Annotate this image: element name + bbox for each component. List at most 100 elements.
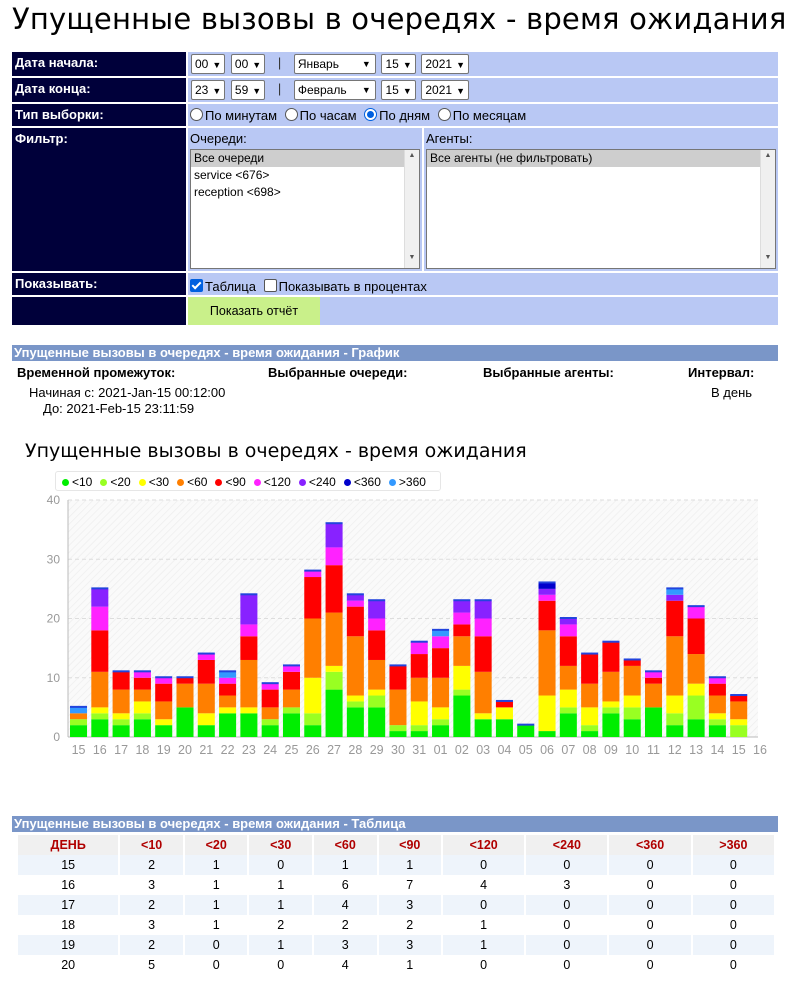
legend-label: <20: [110, 475, 131, 489]
bar-segment: [559, 713, 577, 737]
chevron-down-icon: ▼: [361, 59, 371, 69]
end-minute-select[interactable]: 59 ▼: [230, 80, 266, 100]
bar-segment: [368, 707, 386, 737]
bar-segment: [495, 707, 513, 720]
column-header[interactable]: <30: [249, 835, 312, 855]
x-tick-label: 05: [519, 743, 533, 757]
bar-segment: [91, 719, 109, 737]
column-header[interactable]: <10: [120, 835, 183, 855]
checkbox[interactable]: [263, 279, 277, 292]
end-year-select[interactable]: 2021 ▼: [421, 80, 469, 100]
queues-listbox[interactable]: Все очереди service <676> reception <698…: [190, 149, 420, 269]
column-header[interactable]: <120: [443, 835, 525, 855]
submit-cell: Показать отчёт: [186, 296, 778, 325]
start-month-select[interactable]: Январь ▼: [293, 54, 376, 74]
start-hour-select[interactable]: 00 ▼: [191, 54, 226, 74]
legend-item[interactable]: <90: [215, 472, 246, 492]
radio-button[interactable]: [437, 108, 451, 122]
bar-segment: [538, 630, 556, 696]
table-cell: 0: [563, 958, 571, 972]
legend-swatch: [215, 479, 223, 486]
scroll-down-icon[interactable]: ▼: [764, 254, 772, 261]
column-header[interactable]: <90: [378, 835, 442, 855]
table-cell: 1: [313, 855, 377, 875]
chevron-down-icon: ▼: [361, 85, 371, 95]
column-header[interactable]: >360: [692, 835, 774, 855]
radio-button[interactable]: [364, 108, 378, 122]
column-header[interactable]: <60: [313, 835, 377, 855]
table-cell: 4: [480, 878, 488, 892]
show-table-checkbox[interactable]: Таблица: [190, 279, 256, 294]
scrollbar[interactable]: ▲ ▼: [760, 150, 775, 268]
list-item[interactable]: service <676>: [194, 168, 270, 182]
x-tick-label: 31: [412, 743, 426, 757]
bar-segment: [559, 624, 577, 637]
radio-button[interactable]: [190, 108, 203, 122]
period-label: Временной промежуток:: [17, 365, 176, 380]
radio-by-minutes[interactable]: По минутам: [190, 108, 277, 123]
column-header[interactable]: <240: [526, 835, 608, 855]
show-percent-checkbox[interactable]: Показывать в процентах: [263, 279, 427, 294]
bar-segment: [219, 683, 237, 696]
bar-segment: [687, 719, 705, 737]
end-month-select[interactable]: Февраль ▼: [293, 80, 376, 100]
sampling-type-label: Тип выборки:: [12, 103, 187, 128]
table-cell: 1: [277, 878, 285, 892]
start-day-select[interactable]: 15 ▼: [381, 54, 416, 74]
radio-by-months[interactable]: По месяцам: [437, 108, 526, 123]
table-cell: 3: [378, 935, 442, 955]
legend-item[interactable]: >360: [388, 472, 426, 492]
radio-by-hours[interactable]: По часам: [284, 108, 357, 123]
bar-segment: [304, 577, 322, 619]
bar-cap: [581, 652, 599, 655]
end-hour-select[interactable]: 23 ▼: [191, 80, 226, 100]
bar-segment: [346, 695, 364, 702]
bar-cap: [346, 593, 364, 596]
bar-segment: [432, 636, 450, 649]
column-header[interactable]: <360: [609, 835, 691, 855]
scroll-up-icon[interactable]: ▲: [764, 152, 772, 159]
bar-cap: [602, 640, 620, 643]
bar-cap: [70, 705, 88, 708]
bar-segment: [282, 689, 300, 708]
legend-label: <60: [187, 475, 208, 489]
bar-segment: [453, 600, 471, 613]
x-tick-label: 07: [561, 743, 575, 757]
table-cell: 0: [443, 895, 525, 915]
column-header[interactable]: <20: [184, 835, 248, 855]
column-header[interactable]: ДЕНЬ: [18, 835, 119, 855]
x-tick-label: 04: [497, 743, 511, 757]
table-section-header: Упущенные вызовы в очередях - время ожид…: [12, 816, 778, 832]
bar-segment: [708, 719, 726, 726]
show-report-button[interactable]: Показать отчёт: [188, 297, 320, 325]
legend-item[interactable]: <60: [177, 472, 207, 492]
bar-segment: [219, 713, 237, 737]
bar-segment: [368, 618, 386, 631]
list-item[interactable]: reception <698>: [194, 185, 281, 199]
bar-segment: [708, 695, 726, 714]
legend-item[interactable]: <120: [253, 472, 291, 492]
bar-segment: [133, 719, 151, 737]
end-day-select[interactable]: 15 ▼: [381, 80, 416, 100]
list-item[interactable]: Все очереди: [191, 150, 419, 167]
scrollbar[interactable]: ▲ ▼: [404, 150, 419, 268]
radio-button[interactable]: [284, 108, 298, 122]
legend-item[interactable]: <10: [62, 472, 92, 492]
bar-segment: [91, 630, 109, 672]
agents-listbox[interactable]: Все агенты (не фильтровать) ▲ ▼: [426, 149, 776, 269]
bar-segment: [687, 654, 705, 684]
start-year-select[interactable]: 2021 ▼: [421, 54, 469, 74]
radio-by-days[interactable]: По дням: [364, 108, 430, 123]
legend-item[interactable]: <30: [138, 472, 169, 492]
list-item[interactable]: Все агенты (не фильтровать): [427, 150, 775, 167]
scroll-up-icon[interactable]: ▲: [408, 152, 416, 159]
legend-item[interactable]: <240: [298, 472, 336, 492]
bar-segment: [453, 665, 471, 690]
bar-segment: [666, 695, 684, 714]
legend-item[interactable]: <20: [100, 472, 131, 492]
scroll-down-icon[interactable]: ▼: [408, 254, 416, 261]
legend-item[interactable]: <360: [343, 472, 381, 492]
start-minute-select[interactable]: 00 ▼: [230, 54, 266, 74]
checkbox[interactable]: [190, 279, 203, 292]
